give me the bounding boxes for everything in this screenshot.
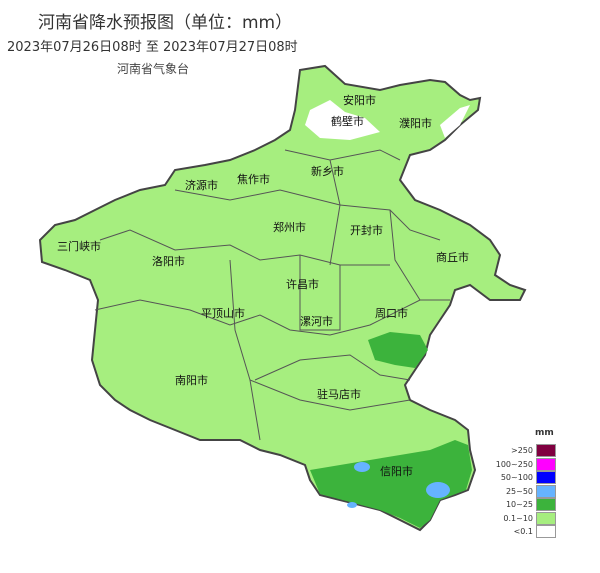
city-label: 许昌市 [286,278,319,291]
city-label: 平顶山市 [201,307,245,320]
rain-25-50-b [354,462,370,472]
city-label: 新乡市 [311,165,344,178]
legend-swatch [536,511,556,525]
city-label: 焦作市 [237,173,270,186]
legend-swatch [536,498,556,511]
city-label: 三门峡市 [57,240,101,253]
city-label: 信阳市 [380,465,413,478]
city-label: 洛阳市 [152,255,185,268]
rain-10-25-zhoukou [368,332,428,368]
legend-label: 100~250 [495,459,533,469]
city-label: 郑州市 [273,221,306,234]
province-area [38,64,527,532]
legend-item: 10~25 [500,498,560,511]
city-label: 济源市 [185,179,218,192]
legend-item: <0.1 [500,525,560,538]
legend-swatch [536,457,556,471]
rain-25-50-a [426,482,450,498]
legend-label: <0.1 [513,527,533,536]
legend-label: 25~50 [505,486,533,496]
city-label: 濮阳市 [399,117,432,130]
city-label: 南阳市 [175,374,208,387]
legend-swatch [536,525,556,538]
rain-25-50-c [347,502,357,508]
rain-10-25-xinyang [310,440,472,528]
no-rain-north [305,100,380,140]
city-label: 驻马店市 [317,388,361,401]
legend-item: 50~100 [500,471,560,484]
issuer: 河南省气象台 [117,62,190,76]
no-rain-northeast [440,105,470,138]
legend-item: 100~250 [496,457,560,471]
legend-label: 10~25 [505,500,533,509]
city-label: 安阳市 [343,94,376,107]
legend-swatch [536,471,556,484]
city-boundaries [94,149,450,441]
city-label: 周口市 [375,307,408,320]
legend-unit: mm [535,428,554,438]
legend-item: >250 [500,444,560,457]
legend-item: 0.1~10 [500,511,560,525]
legend-swatch [536,444,556,457]
map-title: 河南省降水预报图（单位：mm） [38,13,293,33]
forecast-period: 2023年07月26日08时 至 2023年07月27日08时 [7,40,298,55]
legend-label: 0.1~10 [503,513,533,523]
legend-label: >250 [511,446,533,455]
legend-label: 50~100 [500,473,533,482]
legend-item: 25~50 [500,484,560,498]
city-label: 开封市 [350,224,383,237]
city-label: 商丘市 [436,251,469,264]
legend-swatch [536,484,556,498]
city-label: 漯河市 [300,315,333,328]
city-label: 鹤壁市 [331,115,364,128]
